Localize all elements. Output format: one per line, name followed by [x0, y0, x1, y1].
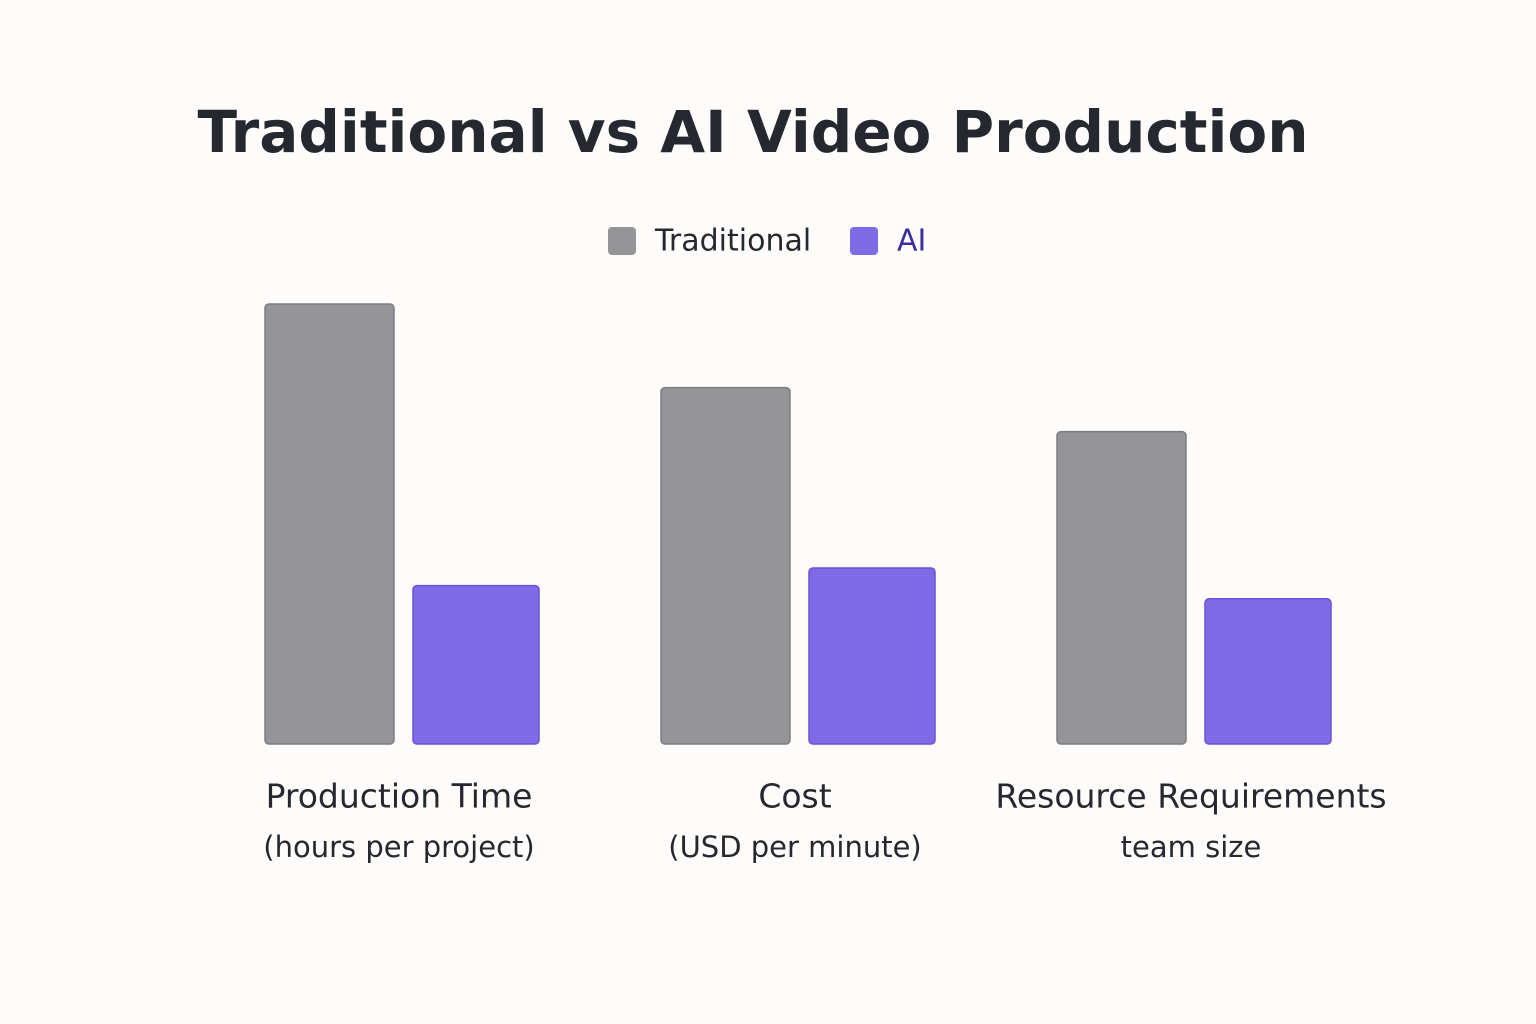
- bar: [412, 584, 540, 745]
- x-tick-sublabel: (USD per minute): [668, 830, 921, 864]
- legend-swatch: [850, 227, 878, 255]
- legend-swatch: [608, 227, 636, 255]
- x-tick-label: Production Time: [266, 777, 533, 816]
- bar: [660, 386, 791, 745]
- bar: [264, 303, 395, 745]
- x-tick-label: Resource Requirements: [995, 777, 1386, 816]
- chart-title: Traditional vs AI Video Production: [197, 98, 1308, 166]
- bar: [1204, 598, 1332, 745]
- legend-label: Traditional: [654, 224, 811, 259]
- x-tick-sublabel: team size: [1121, 830, 1262, 864]
- x-tick-label: Cost: [758, 777, 831, 816]
- bar: [1056, 430, 1187, 745]
- bar: [808, 567, 936, 745]
- legend-label: AI: [897, 224, 926, 259]
- x-tick-sublabel: (hours per project): [263, 830, 534, 864]
